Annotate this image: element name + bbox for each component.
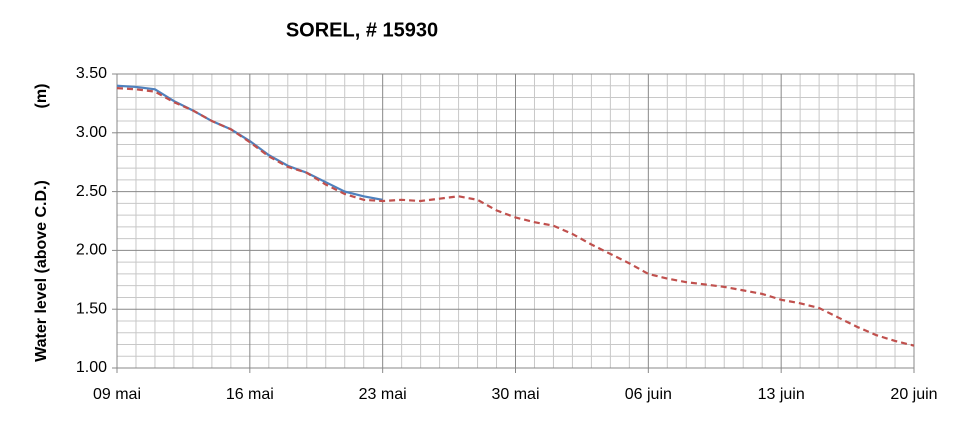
x-tick-label: 16 mai <box>226 386 274 403</box>
y-tick-label: 2.50 <box>76 183 107 200</box>
y-tick-label: 2.00 <box>76 242 107 259</box>
x-tick-label: 30 mai <box>491 386 539 403</box>
y-axis-label: Water level (above C.D.) <box>33 180 50 362</box>
x-tick-label: 13 juin <box>758 386 805 403</box>
y-tick-label: 3.00 <box>76 124 107 141</box>
x-tick-label: 06 juin <box>625 386 672 403</box>
x-tick-label: 23 mai <box>359 386 407 403</box>
series-line <box>116 87 915 347</box>
chart-title: SOREL, # 15930 <box>286 19 438 41</box>
y-tick-label: 3.50 <box>76 65 107 82</box>
x-tick-label: 09 mai <box>93 386 141 403</box>
y-axis-unit: (m) <box>33 84 50 109</box>
x-tick-label: 20 juin <box>890 386 937 403</box>
y-tick-label: 1.00 <box>76 359 107 376</box>
y-tick-label: 1.50 <box>76 300 107 317</box>
